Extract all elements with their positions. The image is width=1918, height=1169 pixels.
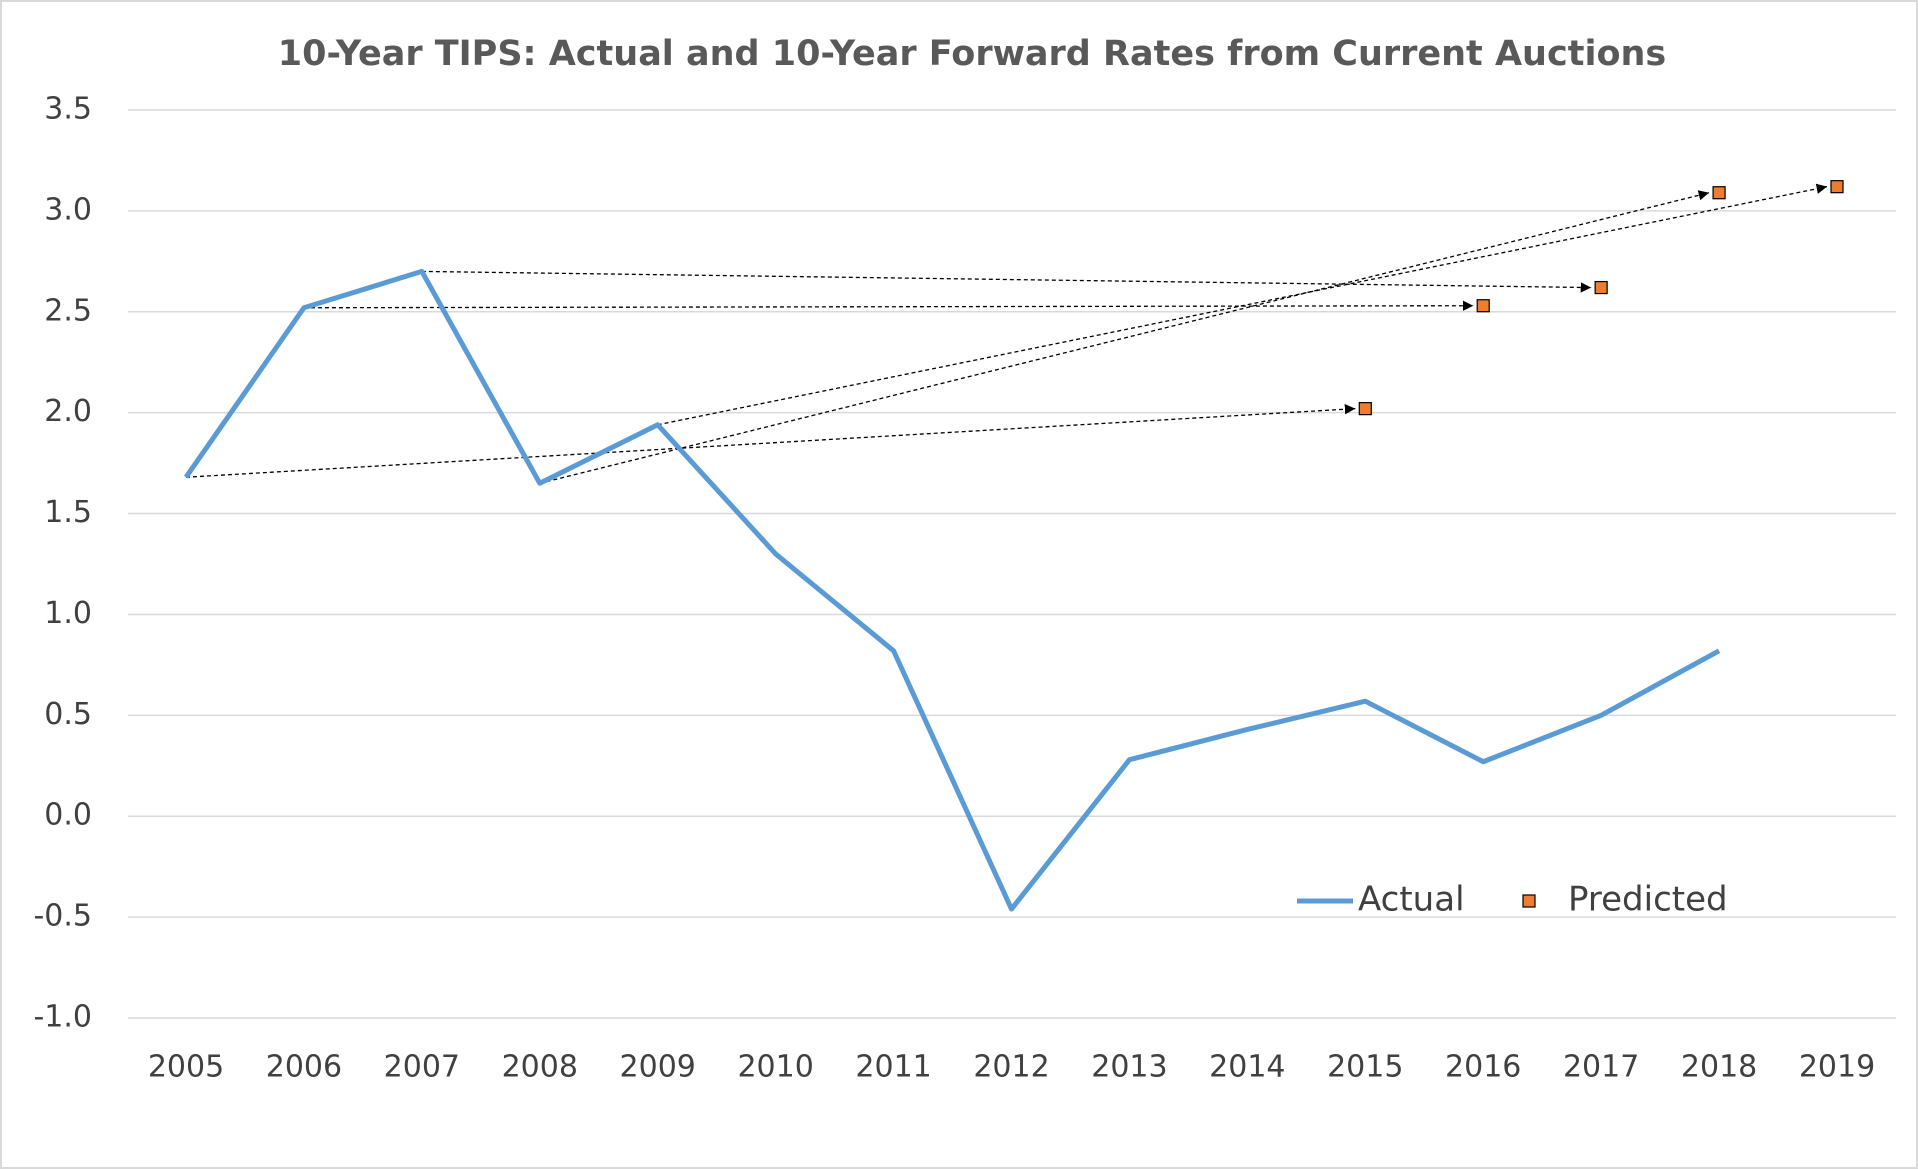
x-tick-label: 2015 <box>1327 1050 1403 1085</box>
x-tick-label: 2009 <box>620 1050 696 1085</box>
x-tick-label: 2019 <box>1799 1050 1875 1085</box>
y-tick-label: 0.0 <box>44 798 92 833</box>
x-tick-label: 2006 <box>266 1050 342 1085</box>
y-tick-label: 3.0 <box>44 192 92 227</box>
x-tick-label: 2013 <box>1091 1050 1167 1085</box>
y-tick-label: 1.0 <box>44 596 92 631</box>
y-tick-label: -0.5 <box>33 899 92 934</box>
forward-arrow <box>539 190 1710 484</box>
x-tick-label: 2017 <box>1563 1050 1639 1085</box>
predicted-point <box>1358 402 1372 416</box>
y-tick-label: -1.0 <box>33 1000 92 1035</box>
actual-line <box>183 268 1721 912</box>
predicted-point <box>1830 180 1844 194</box>
forward-arrow <box>185 404 1356 478</box>
legend-label: Predicted <box>1568 880 1728 920</box>
forward-arrow <box>421 270 1592 293</box>
chart-title: 10-Year TIPS: Actual and 10-Year Forward… <box>278 34 1667 74</box>
forward-arrow <box>657 183 1828 426</box>
x-tick-label: 2018 <box>1681 1050 1757 1085</box>
x-tick-label: 2012 <box>973 1050 1049 1085</box>
x-tick-label: 2008 <box>502 1050 578 1085</box>
x-tick-label: 2005 <box>148 1050 224 1085</box>
x-tick-label: 2016 <box>1445 1050 1521 1085</box>
y-tick-label: 0.5 <box>44 697 92 732</box>
legend-label: Actual <box>1358 880 1465 920</box>
x-tick-label: 2014 <box>1209 1050 1285 1085</box>
y-tick-label: 3.5 <box>44 92 92 127</box>
y-tick-label: 2.0 <box>44 394 92 429</box>
predicted-point <box>1712 186 1726 200</box>
legend-swatch <box>1522 894 1536 908</box>
y-tick-label: 1.5 <box>44 495 92 530</box>
x-tick-label: 2011 <box>855 1050 931 1085</box>
predicted-point <box>1594 280 1608 295</box>
x-tick-label: 2007 <box>384 1050 460 1085</box>
x-tick-label: 2010 <box>737 1050 813 1085</box>
predicted-point <box>1476 299 1490 313</box>
y-tick-label: 2.5 <box>44 293 92 328</box>
forward-arrow <box>303 300 1474 311</box>
